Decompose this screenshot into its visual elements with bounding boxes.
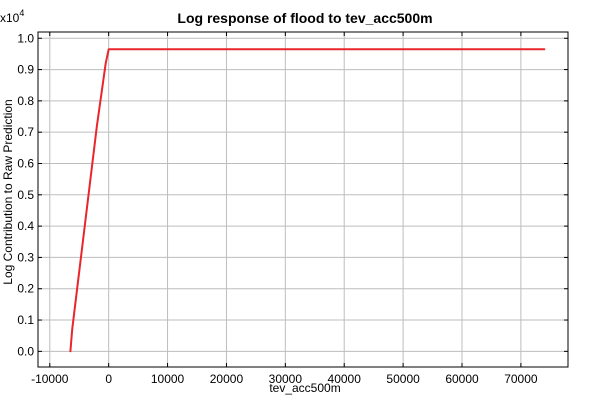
x-tick-label: 50000 — [386, 372, 420, 386]
x-tick-label: 20000 — [210, 372, 244, 386]
x-tick-label: 30000 — [269, 372, 303, 386]
y-tick-label: 0.8 — [17, 94, 34, 108]
y-tick-label: 0.6 — [17, 156, 34, 170]
y-tick-label: 0.9 — [17, 63, 34, 77]
grid-lines — [38, 32, 568, 367]
series-line — [69, 48, 546, 353]
y-multiplier-base: x10 — [0, 11, 20, 25]
y-tick-label: 0.7 — [17, 125, 34, 139]
x-tick-label: 10000 — [151, 372, 185, 386]
x-tick-label: 40000 — [328, 372, 362, 386]
chart-title: Log response of flood to tev_acc500m — [177, 10, 432, 26]
x-axis-label: tev_acc500m — [269, 381, 340, 395]
y-tick-label: 0.3 — [17, 250, 34, 264]
y-tick-label: 0.0 — [17, 344, 34, 358]
x-tick-label: 60000 — [445, 372, 479, 386]
x-tick-label: 0 — [105, 372, 112, 386]
y-multiplier-exponent: 4 — [19, 8, 24, 18]
y-axis-multiplier: x104 — [0, 8, 24, 25]
series-layer — [69, 48, 546, 353]
y-tick-label: 0.1 — [17, 313, 34, 327]
y-tick-label: 0.2 — [17, 282, 34, 296]
y-tick-label: 0.4 — [17, 219, 34, 233]
y-axis-label: Log Contribution to Raw Prediction — [1, 99, 15, 284]
axis-ticks: -10000 0 10000 20000 30000 40000 50000 60000 700… — [17, 31, 568, 386]
x-tick-label: -10000 — [31, 372, 69, 386]
plot-frame — [37, 31, 569, 368]
y-tick-label: 0.5 — [17, 188, 34, 202]
x-tick-label: 70000 — [504, 372, 538, 386]
y-tick-label: 1.0 — [17, 31, 34, 45]
